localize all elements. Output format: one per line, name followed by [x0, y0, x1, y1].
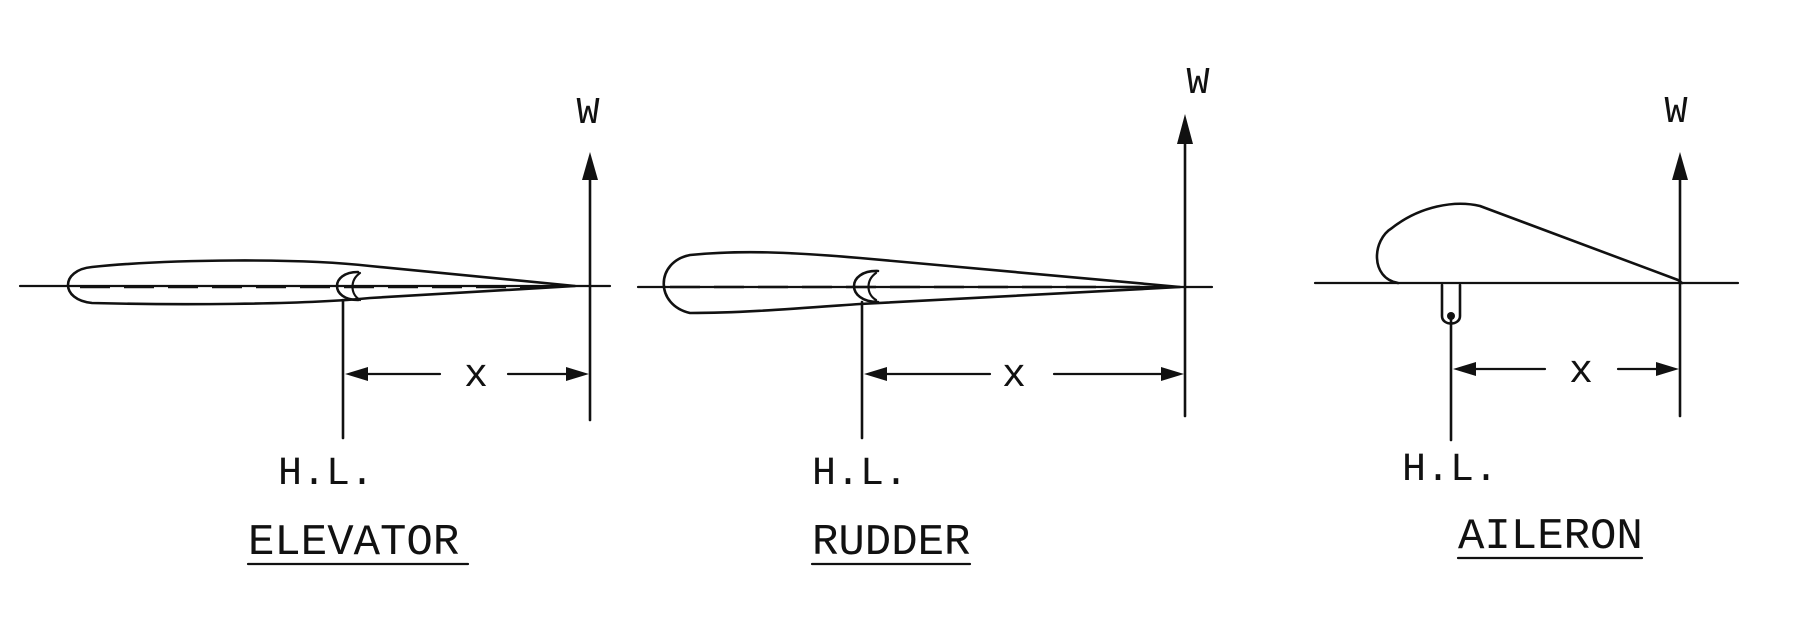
aileron-force-label: W [1665, 91, 1688, 134]
rudder-dim-arrowhead-right [1161, 367, 1184, 381]
rudder-distance-label: x [1002, 354, 1026, 399]
aileron-dim-arrowhead-left [1453, 362, 1476, 376]
aileron-hinge-pin [1447, 312, 1455, 320]
elevator-airfoil [66, 259, 577, 306]
aileron-distance-label: x [1569, 350, 1593, 395]
elevator-panel: W x H.L. ELEVATOR [18, 92, 612, 568]
rudder-title: RUDDER [812, 518, 970, 568]
aileron-airfoil [1375, 202, 1684, 285]
elevator-distance-label: x [464, 354, 488, 399]
elevator-force-arrowhead [582, 152, 598, 180]
elevator-force-label: W [577, 92, 600, 135]
elevator-dim-arrowhead-left [345, 367, 368, 381]
aileron-hinge-label: H.L. [1402, 448, 1498, 493]
rudder-dim-arrowhead-left [864, 367, 887, 381]
rudder-hinge-label: H.L. [812, 452, 908, 497]
rudder-panel: W x H.L. RUDDER [636, 62, 1214, 568]
elevator-hinge-label: H.L. [278, 452, 374, 497]
aileron-panel: W x H.L. AILERON [1313, 91, 1740, 562]
rudder-force-arrowhead [1177, 114, 1193, 144]
aileron-force-arrowhead [1672, 152, 1688, 180]
aileron-title: AILERON [1458, 512, 1643, 562]
rudder-airfoil [662, 250, 1182, 315]
rudder-force-label: W [1187, 62, 1210, 105]
elevator-hinge-nose [335, 270, 360, 302]
elevator-title: ELEVATOR [248, 518, 459, 568]
elevator-dim-arrowhead-right [566, 367, 589, 381]
aileron-dim-arrowhead-right [1656, 362, 1679, 376]
